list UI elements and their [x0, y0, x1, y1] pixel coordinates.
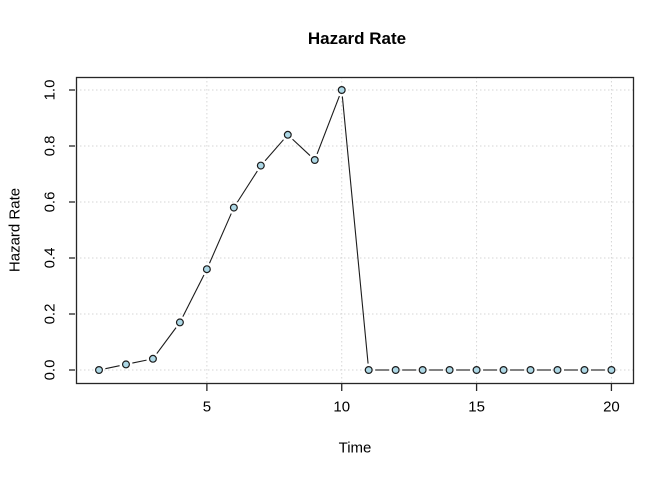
data-point	[310, 156, 319, 165]
data-point	[580, 366, 589, 375]
y-tick-label: 0.6	[41, 191, 59, 213]
series-segment	[132, 359, 147, 364]
data-point	[418, 366, 427, 375]
chart-title: Hazard Rate	[307, 29, 407, 48]
data-point	[337, 85, 346, 94]
y-tick-label: 0.4	[41, 247, 59, 269]
data-point	[364, 366, 373, 375]
series-segment	[105, 365, 120, 370]
data-point	[553, 366, 562, 375]
data-point	[283, 130, 292, 139]
series-segment	[182, 274, 205, 317]
series-segment	[156, 327, 177, 354]
x-tick-label: 10	[333, 398, 351, 416]
y-tick-label: 0.8	[41, 135, 59, 157]
x-tick-label: 20	[603, 398, 620, 416]
plot-box	[75, 76, 635, 385]
x-axis-label: Time	[338, 439, 372, 457]
series-segment	[208, 213, 232, 264]
data-point	[472, 366, 481, 375]
data-point	[499, 366, 508, 375]
x-tick-label: 15	[468, 398, 485, 416]
data-point	[202, 265, 211, 274]
series-segment	[236, 170, 258, 203]
series-segment	[341, 96, 369, 364]
y-axis-label: Hazard Rate	[6, 187, 24, 273]
data-point	[121, 360, 130, 369]
series-segment	[316, 95, 340, 155]
data-point	[607, 366, 616, 375]
y-tick-label: 0.2	[41, 303, 59, 325]
data-point	[229, 203, 238, 212]
y-tick-label: 0.0	[41, 359, 59, 381]
y-tick-label: 1.0	[41, 79, 59, 101]
data-point	[148, 354, 157, 363]
data-point	[526, 366, 535, 375]
series-segment	[292, 138, 311, 156]
data-point	[175, 318, 184, 327]
data-point	[445, 366, 454, 375]
data-point	[391, 366, 400, 375]
x-tick-label: 5	[202, 398, 212, 416]
data-point	[94, 366, 103, 375]
data-point	[256, 161, 265, 170]
series-segment	[264, 139, 284, 162]
